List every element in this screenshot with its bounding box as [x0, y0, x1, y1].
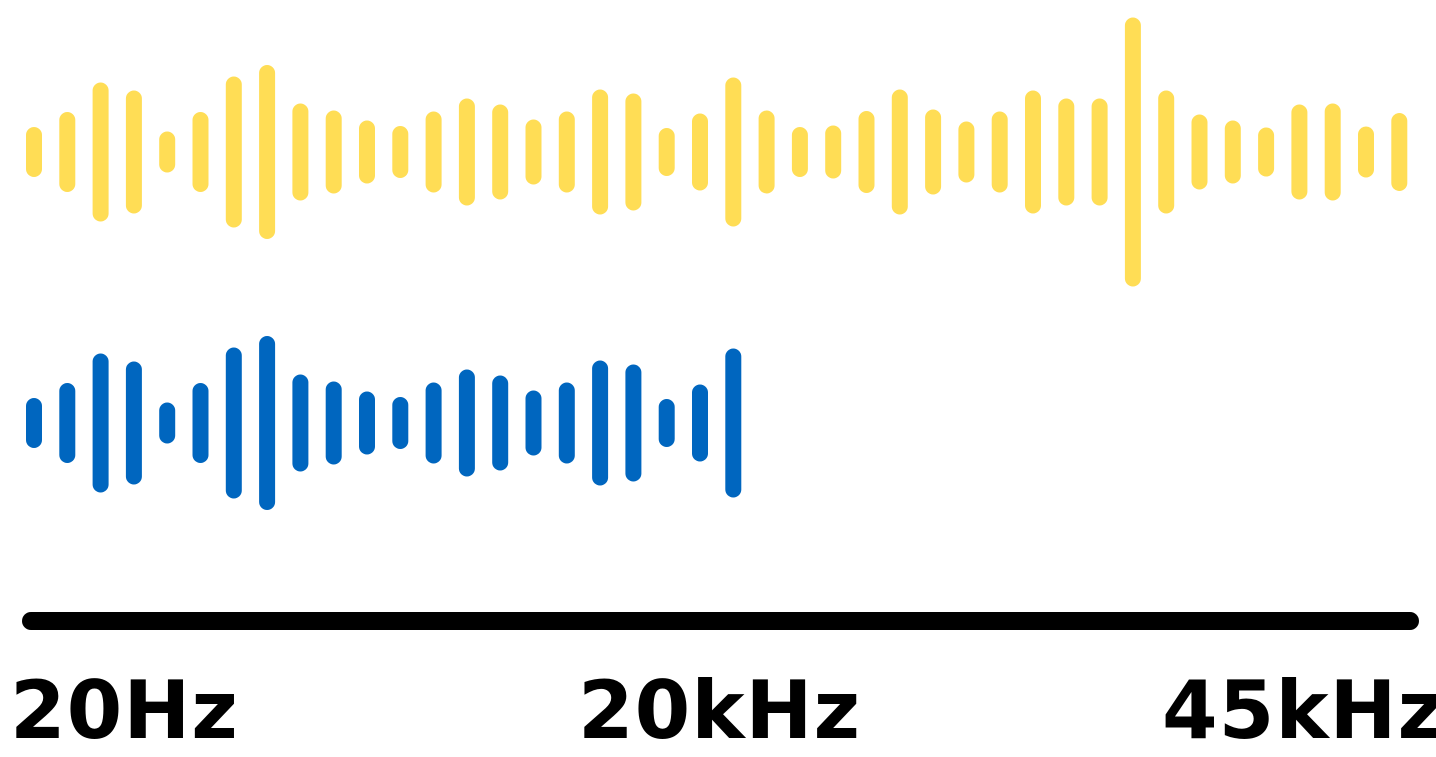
waveform-bar	[125, 361, 142, 485]
waveform-bar	[958, 121, 975, 183]
waveform-bar	[1258, 127, 1275, 177]
waveform-bar	[458, 98, 475, 206]
wide-range-waveform	[26, 17, 1408, 287]
waveform-bar	[125, 90, 142, 214]
waveform-bar	[658, 399, 675, 447]
waveform-bar	[925, 109, 942, 195]
waveform-bar	[425, 111, 442, 193]
axis-label-20khz: 20kHz	[578, 664, 862, 757]
waveform-bar	[225, 347, 242, 499]
waveform-bar	[625, 93, 642, 211]
waveform-bar	[1158, 90, 1175, 214]
waveform-bar	[359, 391, 375, 455]
waveform-bar	[1324, 103, 1341, 201]
waveform-bar	[1358, 126, 1374, 178]
audible-range-waveform	[26, 336, 742, 510]
waveform-bar	[725, 348, 742, 498]
waveform-bar	[658, 128, 675, 176]
waveform-bar	[1124, 17, 1141, 287]
waveform-bar	[392, 397, 409, 449]
waveform-bar	[259, 336, 276, 510]
waveform-bar	[692, 384, 708, 462]
waveform-bar	[725, 77, 742, 227]
waveform-bar	[558, 382, 575, 464]
waveform-bar	[392, 126, 409, 178]
waveform-bar	[991, 111, 1008, 193]
waveform-bar	[1224, 120, 1241, 184]
waveform-bar	[325, 381, 342, 465]
waveform-bar	[1391, 113, 1408, 191]
waveform-bar	[525, 390, 542, 456]
waveform-bar	[1191, 114, 1208, 190]
waveform-bar	[592, 360, 609, 486]
waveform-bar	[59, 383, 76, 463]
waveform-bar	[59, 112, 76, 192]
waveform-bar	[758, 110, 775, 194]
waveform-bar	[458, 369, 475, 477]
waveform-bar	[558, 111, 575, 193]
waveform-bar	[159, 131, 176, 173]
waveform-bar	[825, 125, 842, 179]
waveform-bar	[259, 65, 276, 239]
waveform-bar	[92, 82, 109, 222]
waveform-bar	[592, 89, 609, 215]
waveform-bar	[26, 398, 42, 448]
waveform-bar	[858, 111, 875, 193]
waveform-bar	[525, 119, 542, 185]
waveform-bar	[1091, 98, 1108, 206]
waveform-bar	[891, 89, 908, 215]
waveform-bar	[192, 383, 209, 463]
waveform-bar	[192, 112, 209, 192]
axis-label-45khz: 45kHz	[1162, 664, 1436, 757]
waveform-bar	[159, 402, 176, 444]
waveform-bar	[492, 375, 509, 471]
waveform-bar	[92, 353, 109, 493]
axis-label-20hz: 20Hz	[10, 664, 239, 757]
waveform-bar	[625, 364, 642, 482]
waveform-bar	[1025, 90, 1041, 214]
waveform-bar	[692, 113, 708, 191]
waveform-bar	[791, 127, 808, 177]
waveform-bar	[292, 374, 309, 472]
waveform-bar	[325, 110, 342, 194]
waveform-bar	[1291, 104, 1308, 200]
waveform-bar	[425, 382, 442, 464]
waveform-bar	[225, 76, 242, 228]
waveform-bar	[292, 103, 309, 201]
waveform-bar	[26, 127, 42, 177]
waveform-bar	[359, 120, 375, 184]
waveform-bar	[492, 104, 509, 200]
waveform-bar	[1058, 98, 1075, 206]
